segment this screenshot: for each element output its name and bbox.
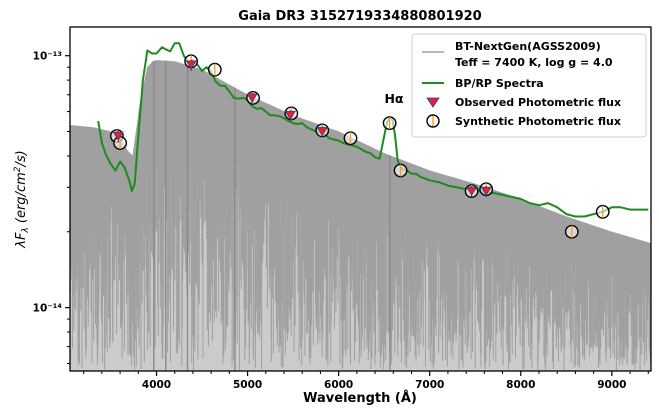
legend-box	[411, 33, 647, 138]
x-tick-label: 4000	[142, 379, 171, 391]
x-tick-label: 6000	[324, 379, 353, 391]
y-tick-label: 10⁻¹³	[33, 51, 63, 63]
legend-model-label: BT-NextGen(AGSS2009)	[455, 40, 601, 53]
x-axis-label: Wavelength (Å)	[303, 390, 417, 406]
y-axis-label: λFλ (erg/cm2/s)	[13, 150, 31, 248]
legend-model-params: Teff = 7400 K, log g = 4.0	[455, 56, 613, 69]
chart-title: Gaia DR3 3152719334880801920	[238, 9, 481, 24]
model-spectrum-layer	[70, 60, 651, 371]
model-spectrum-lines	[70, 60, 651, 371]
y-tick-label: 10⁻¹⁴	[33, 303, 63, 315]
observed-flux-point	[246, 93, 258, 103]
legend-synthetic-label: Synthetic Photometric flux	[455, 115, 621, 128]
plot-frame	[69, 26, 652, 372]
legend-observed-swatch	[426, 97, 440, 108]
axis-ticks-layer: 4000 5000 6000 7000 8000 9000 10⁻¹³ 10⁻¹⁴	[33, 51, 649, 391]
legend-observed-label: Observed Photometric flux	[455, 96, 621, 109]
observed-flux-point	[284, 110, 297, 120]
halpha-annotation: Hα	[384, 91, 403, 106]
observed-flux-point	[480, 186, 492, 196]
x-tick-label: 8000	[506, 379, 535, 391]
x-tick-label: 5000	[233, 379, 262, 391]
legend-bprp-label: BP/RP Spectra	[455, 77, 544, 90]
legend: BT-NextGen(AGSS2009) Teff = 7400 K, log …	[411, 33, 647, 138]
observed-flux-point	[185, 60, 197, 70]
x-tick-label: 7000	[415, 379, 444, 391]
observed-flux-point	[465, 186, 478, 196]
legend-synthetic-swatch	[426, 114, 440, 128]
photometry-markers-layer	[109, 54, 610, 239]
observed-flux-point	[112, 131, 124, 141]
x-tick-label: 9000	[597, 379, 626, 391]
observed-flux-point	[316, 127, 328, 137]
